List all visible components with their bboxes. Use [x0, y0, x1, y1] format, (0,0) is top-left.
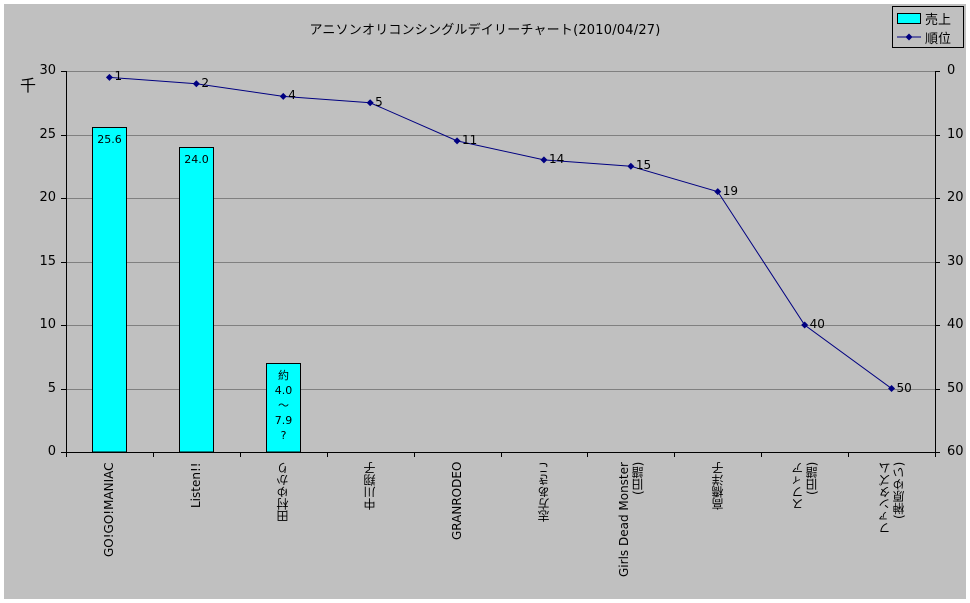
rank-marker-icon: [801, 321, 809, 329]
x-axis-label: 志方あきこ: [536, 462, 551, 522]
rank-marker-icon: [279, 92, 287, 100]
rank-marker-icon: [627, 162, 635, 170]
chart-background: [4, 4, 966, 599]
rank-value-label: 2: [201, 75, 209, 90]
legend-item-rank: 順位: [897, 28, 952, 47]
line-marker-icon: [897, 28, 921, 46]
right-axis-tick: 30: [947, 253, 964, 269]
x-axis-label: 田村ゆかり: [276, 462, 291, 522]
rank-marker-icon: [192, 80, 200, 88]
left-axis-tick: 20: [39, 189, 56, 205]
rank-marker-icon: [540, 156, 548, 164]
x-axis-label: GRANRODEO: [450, 462, 465, 541]
bar: [179, 147, 214, 453]
x-axis-label: Listen!!: [189, 462, 204, 508]
bar: [92, 127, 127, 453]
left-axis-tick: 15: [39, 253, 56, 269]
bar: [266, 363, 301, 453]
left-axis-unit: 千: [20, 76, 37, 95]
x-axis-label: 高橋洋子: [710, 462, 725, 510]
right-axis-tick: 60: [947, 443, 964, 459]
rank-value-label: 50: [896, 380, 912, 395]
bar-value-label: 25.6: [97, 132, 122, 146]
right-axis-tick: 40: [947, 316, 964, 332]
rank-value-label: 4: [288, 88, 296, 103]
rank-value-label: 15: [635, 158, 652, 173]
rank-value-label: 19: [722, 183, 739, 198]
rank-marker-icon: [105, 73, 113, 81]
x-axis-label: ファンタズム (榊原ゆい): [877, 462, 906, 534]
legend-item-sales: 売上: [897, 9, 952, 28]
right-axis-tick: 10: [947, 126, 964, 142]
left-axis-tick: 10: [39, 316, 56, 332]
left-axis-tick: 30: [39, 62, 56, 78]
x-axis-label: 中川翔子: [363, 462, 378, 510]
rank-marker-icon: [714, 188, 722, 196]
chart-title: アニソンオリコンシングルデイリーチャート(2010/04/27): [309, 23, 661, 38]
rank-marker-icon: [366, 99, 374, 107]
right-axis-tick: 50: [947, 380, 964, 396]
left-axis-tick: 0: [47, 443, 56, 459]
left-axis-tick: 5: [47, 380, 56, 396]
legend-label-sales: 売上: [925, 12, 952, 28]
right-axis-tick: 20: [947, 189, 964, 205]
legend-label-rank: 順位: [925, 31, 952, 47]
rank-value-label: 5: [375, 94, 383, 109]
rank-line: [109, 76, 892, 389]
legend: 売上 順位: [892, 6, 964, 48]
rank-marker-icon: [888, 385, 896, 392]
left-axis-tick: 25: [39, 126, 56, 142]
rank-value-label: 14: [548, 151, 565, 166]
rank-value-label: 1: [114, 69, 123, 84]
rank-value-label: 40: [809, 317, 825, 331]
x-axis-label: GO!GO!MANIAC: [102, 462, 117, 557]
bar-value-label: 24.0: [184, 152, 209, 166]
right-axis-tick: 0: [947, 62, 956, 78]
bar-value-label: 約 4.0 ～ 7.9 ?: [274, 368, 293, 442]
rank-value-label: 11: [462, 132, 478, 147]
x-axis-label: Girls Dead Monster (旧譜): [616, 462, 645, 577]
rank-marker-icon: [453, 137, 461, 145]
bar-swatch-icon: [897, 12, 921, 24]
x-axis-label: スフィア (旧譜): [790, 462, 819, 510]
